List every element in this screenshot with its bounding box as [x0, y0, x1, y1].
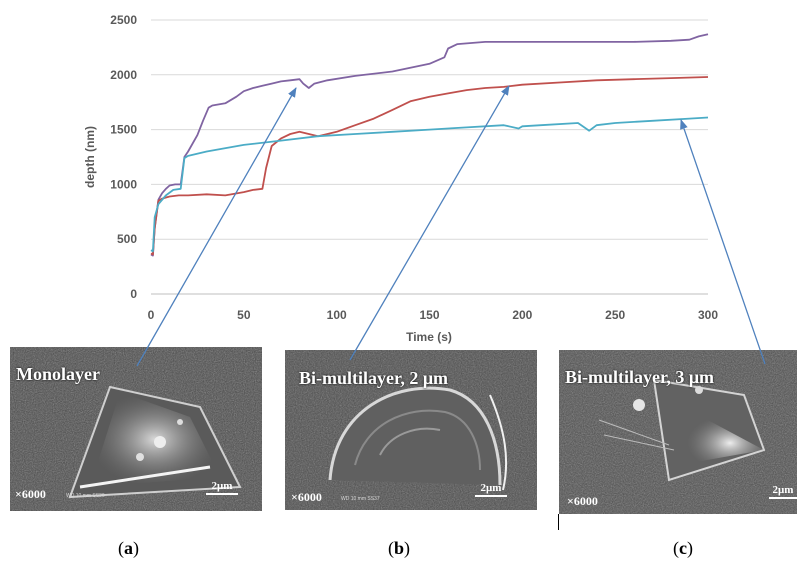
panel-label-c: Bi-multilayer, 3 μm: [565, 367, 715, 387]
y-tick-label: 1000: [110, 177, 137, 191]
y-tick-label: 2000: [110, 68, 137, 82]
magnification-c: ×6000: [567, 494, 598, 508]
magnification-a: ×6000: [15, 487, 46, 501]
panel-letter-a: (a): [118, 538, 139, 558]
sem-info-b: WD 10 mm SS37: [341, 496, 380, 502]
x-axis-label: Time (s): [406, 330, 452, 344]
y-tick-label: 1500: [110, 123, 137, 137]
y-tick-label: 2500: [110, 13, 137, 27]
x-tick-label: 50: [237, 308, 251, 322]
series-line-2: [150, 76, 709, 256]
panel-letter-b: (b): [388, 538, 411, 558]
x-tick-label: 0: [148, 308, 155, 322]
panel-border-line: [558, 514, 559, 530]
depth-time-chart: 0 500 1000 1500 2000 2500 0 50 100 150 200 250 300 T…: [83, 13, 718, 344]
x-tick-label: 100: [327, 308, 347, 322]
sem-image-bi-multilayer-3um: Bi-multilayer, 3 μm ×6000 2μm: [559, 350, 797, 514]
sem-image-monolayer: Monolayer ×6000 WD 10 mm SS36 2μm: [10, 347, 262, 511]
sem-info-a: WD 10 mm SS36: [66, 493, 105, 499]
scale-label-a: 2μm: [211, 480, 233, 492]
y-axis-label: depth (nm): [83, 126, 97, 188]
x-tick-label: 200: [512, 308, 532, 322]
panel-letter-c: (c): [673, 538, 693, 558]
y-tick-label: 500: [117, 232, 137, 246]
scale-bar-b: 2μm: [475, 482, 507, 497]
x-tick-label: 250: [605, 308, 625, 322]
sem-texture-a: [10, 347, 262, 511]
scale-label-b: 2μm: [480, 482, 502, 494]
series-line-1: [150, 33, 709, 257]
series-group: [150, 33, 709, 257]
x-tick-label: 300: [698, 308, 718, 322]
sem-texture-c: [559, 350, 797, 514]
tick-labels: 0 500 1000 1500 2000 2500 0 50 100 150 200 250 300: [110, 13, 718, 322]
scale-label-c: 2μm: [772, 484, 794, 496]
scale-bar-a: 2μm: [206, 480, 238, 495]
x-tick-label: 150: [419, 308, 439, 322]
panel-label-b: Bi-multilayer, 2 μm: [299, 368, 449, 388]
scale-bar-c: 2μm: [769, 484, 797, 499]
sem-image-bi-multilayer-2um: Bi-multilayer, 2 μm ×6000 WD 10 mm SS37 …: [285, 350, 537, 510]
y-tick-label: 0: [130, 287, 137, 301]
panel-label-a: Monolayer: [16, 364, 100, 384]
sem-texture-b: [285, 350, 537, 510]
magnification-b: ×6000: [291, 490, 322, 504]
